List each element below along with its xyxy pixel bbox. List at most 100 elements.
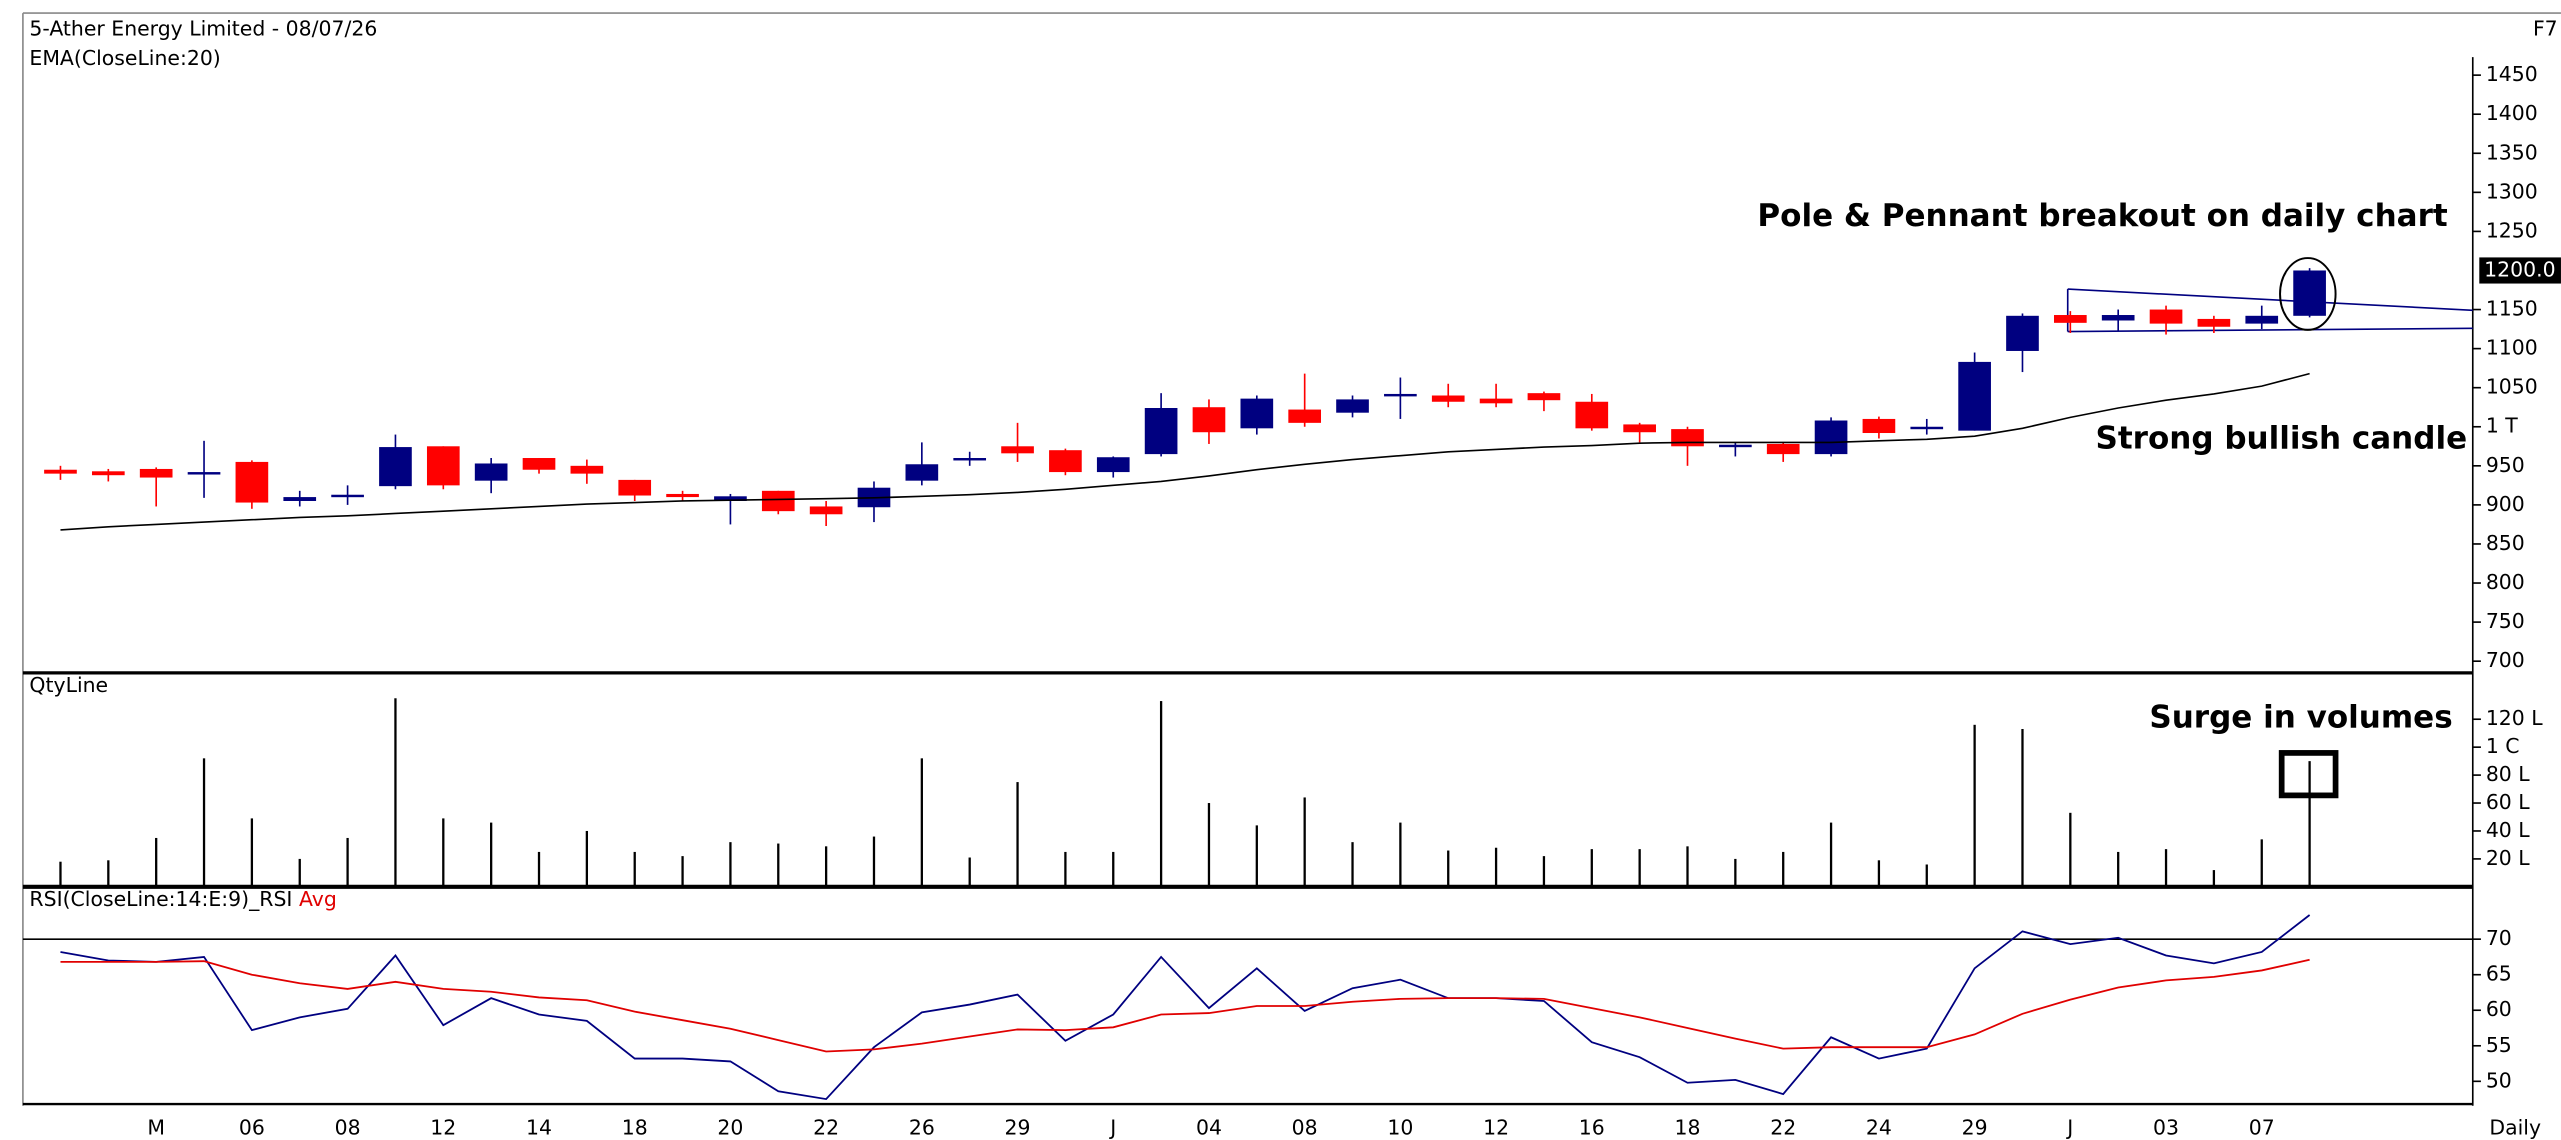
x-tick-label: 12 xyxy=(1483,1116,1509,1140)
volume-bar xyxy=(1303,797,1306,887)
candle-body xyxy=(1479,398,1513,404)
x-tick-label: J xyxy=(1108,1116,1116,1140)
candle-body xyxy=(522,458,556,470)
candle-body xyxy=(44,469,77,474)
volume-bar xyxy=(872,836,876,887)
candle-body xyxy=(714,496,747,501)
volume-bar xyxy=(2164,849,2168,887)
candle-body xyxy=(1096,457,1130,473)
y-tick-label: 950 xyxy=(2486,453,2525,477)
candle-body xyxy=(379,447,412,487)
volume-bar xyxy=(1782,851,1785,887)
x-tick-label: 16 xyxy=(1579,1116,1605,1140)
candle-body xyxy=(2197,318,2231,327)
y-tick-label: 800 xyxy=(2486,570,2525,594)
y-tick-label: 1050 xyxy=(2486,375,2538,399)
volume-bar xyxy=(1734,858,1737,887)
volume-bar xyxy=(298,858,301,887)
volume-bar xyxy=(1255,825,1258,887)
y-tick-label: 1400 xyxy=(2486,101,2538,125)
volume-bar xyxy=(1112,851,1115,887)
chart-title: 5-Ather Energy Limited - 08/07/26 xyxy=(29,16,377,40)
volume-bar xyxy=(346,837,349,887)
candle-body xyxy=(235,461,269,503)
y-tick-label: 1100 xyxy=(2486,336,2538,360)
x-tick-label: 10 xyxy=(1387,1116,1413,1140)
x-tick-label: 18 xyxy=(622,1116,648,1140)
candle-body xyxy=(2101,315,2135,321)
breakout-circle xyxy=(2279,257,2337,331)
y-tick-label: 1450 xyxy=(2486,62,2538,86)
y-tick-label: 900 xyxy=(2486,492,2525,516)
x-tick-label: 04 xyxy=(1196,1116,1222,1140)
volume-bar xyxy=(585,830,589,887)
y-tick-label: 50 xyxy=(2486,1068,2512,1092)
candle-body xyxy=(1049,450,1082,473)
candle-body xyxy=(187,472,221,475)
volume-bar xyxy=(1590,849,1593,887)
volume-bar xyxy=(2260,839,2263,887)
last-price-label: 1200.0 xyxy=(2484,257,2555,281)
volume-bar xyxy=(1877,860,1881,887)
volume-bar xyxy=(394,698,397,887)
volume-bar xyxy=(968,857,971,887)
y-tick-label: 70 xyxy=(2486,926,2512,950)
volume-bar xyxy=(537,851,541,887)
volume-bar xyxy=(442,818,445,887)
y-tick-label: 1250 xyxy=(2486,218,2538,242)
candle-body xyxy=(1958,361,1991,431)
y-tick-label: 850 xyxy=(2486,531,2525,555)
y-tick-label: 60 xyxy=(2486,997,2512,1021)
volume-bar xyxy=(824,846,828,887)
candle-body xyxy=(1001,446,1034,454)
candle-body xyxy=(2054,315,2087,323)
candle-body xyxy=(2245,315,2279,324)
volume-bar xyxy=(2069,812,2072,887)
candle-body xyxy=(1623,424,1656,433)
x-tick-label: 18 xyxy=(1675,1116,1701,1140)
corner-label: F7 xyxy=(2533,16,2558,40)
x-tick-label: 08 xyxy=(335,1116,361,1140)
y-tick-label: 55 xyxy=(2486,1033,2512,1057)
x-tick-label: 29 xyxy=(1005,1116,1031,1140)
candle-body xyxy=(1240,398,1274,429)
x-tick-label: 12 xyxy=(430,1116,456,1140)
candle-body xyxy=(570,465,604,474)
candle-body xyxy=(618,479,652,496)
candle-body xyxy=(1862,418,1896,434)
volume-bar xyxy=(250,818,254,887)
volume-bar xyxy=(1686,846,1689,887)
x-tick-label: 22 xyxy=(1770,1116,1796,1140)
volume-bar xyxy=(777,843,780,887)
volume-bar xyxy=(1829,822,1833,887)
volume-bar xyxy=(1351,842,1354,887)
candle-body xyxy=(331,494,364,498)
candle-body xyxy=(139,468,173,478)
volume-bar xyxy=(2021,729,2024,887)
candle-body xyxy=(1144,408,1178,455)
candle-body xyxy=(1766,443,1800,455)
candle-body xyxy=(1288,409,1322,423)
volume-bar xyxy=(1159,701,1163,887)
legend-entry: Avg xyxy=(299,887,337,911)
candle-body xyxy=(1431,395,1465,402)
candle-body xyxy=(474,463,508,481)
candle-body xyxy=(426,446,460,486)
x-tick-label: 08 xyxy=(1292,1116,1318,1140)
volume-bar xyxy=(2117,851,2120,887)
y-tick-label: 80 L xyxy=(2486,762,2530,786)
candle-body xyxy=(1910,426,1944,430)
y-tick-label: 1300 xyxy=(2486,179,2538,203)
volume-bar xyxy=(202,758,206,887)
x-tick-label: 24 xyxy=(1866,1116,1892,1140)
last-price-box xyxy=(2479,257,2561,284)
candle-body xyxy=(1336,399,1369,413)
volume-bar xyxy=(729,842,732,887)
x-tick-label: 06 xyxy=(239,1116,265,1140)
candle-body xyxy=(666,493,699,498)
x-tick-label: 20 xyxy=(717,1116,743,1140)
indicator-label: EMA(CloseLine:20) xyxy=(29,46,220,70)
candle-body xyxy=(91,471,125,476)
